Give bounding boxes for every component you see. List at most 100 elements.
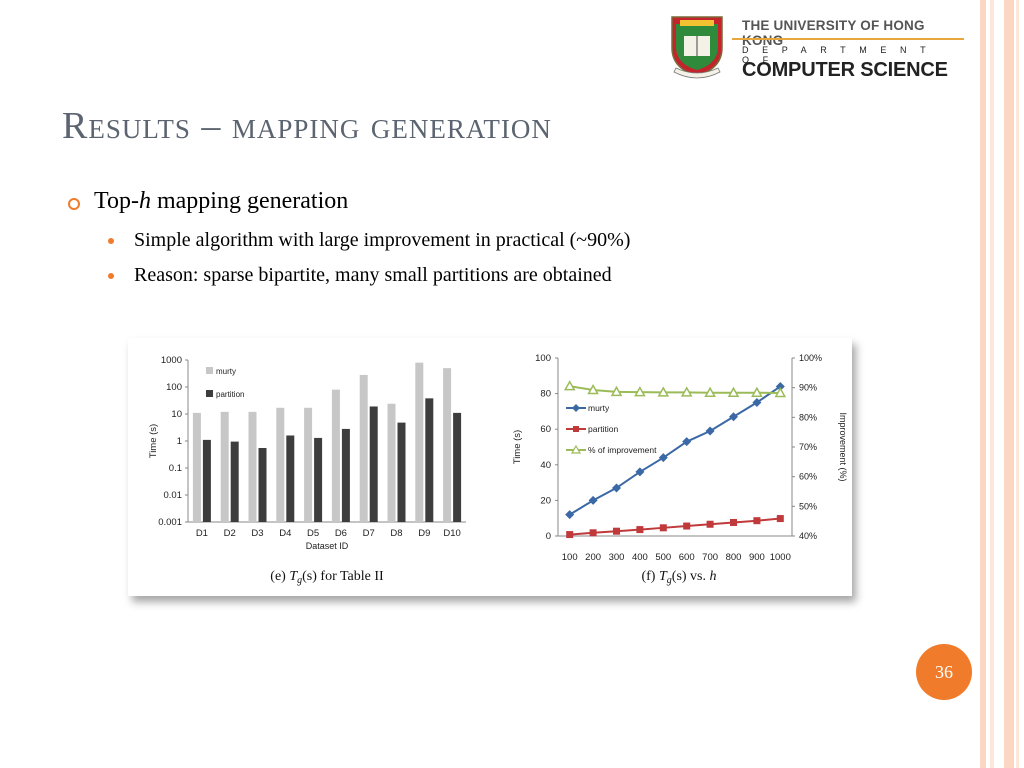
side-stripe-3 (1004, 0, 1014, 768)
chart2-point-murty (682, 437, 692, 447)
chart1-bar-partition (397, 422, 406, 522)
chart2-y-tick-label: 60 (540, 424, 551, 435)
chart1-y-tick-label: 0.1 (169, 463, 182, 474)
chart1-x-tick-label: D6 (335, 528, 347, 539)
chart2-series-line-murty (569, 385, 781, 516)
chart1-x-tick-label: D1 (196, 528, 208, 539)
chart2-point-murty (635, 467, 645, 477)
chart2-point-partition (730, 518, 737, 526)
chart1-bar-murty (443, 368, 452, 522)
chart2-x-tick-label: 900 (749, 552, 765, 563)
chart1-y-tick-label: 1000 (161, 355, 182, 366)
chart1-bar-murty (276, 407, 285, 522)
side-stripe-2 (990, 0, 994, 768)
side-stripe-4 (1016, 0, 1019, 768)
chart1-bar-partition (341, 428, 350, 522)
department-label: DEPARTMENT OF (742, 45, 940, 65)
chart2-x-tick-label: 300 (609, 552, 625, 563)
chart2-x-tick-label: 400 (632, 552, 648, 563)
chart1-x-tick-label: D2 (224, 528, 236, 539)
chart1-bar-partition (425, 398, 434, 522)
department-name: COMPUTER SCIENCE (742, 59, 948, 81)
chart2-point-murty (705, 426, 715, 436)
chart1-bar-murty (387, 403, 396, 522)
chart2-point-improvement (774, 386, 787, 398)
chart1-bar-murty (415, 362, 424, 522)
chart1-legend-swatch (206, 390, 213, 397)
bullet-suffix: mapping generation (150, 188, 349, 214)
chart2-legend-marker (572, 404, 580, 412)
hku-crest-icon (671, 16, 723, 79)
chart2-caption: (f) Tg(s) vs. h (641, 569, 716, 586)
chart1-bar-murty (359, 374, 368, 522)
chart2-point-partition (613, 527, 620, 535)
slide-title: Results – mapping generation (62, 105, 552, 147)
chart1-bar-partition (202, 439, 211, 522)
chart2-y-tick-label: 20 (540, 495, 551, 506)
chart2-x-tick-label: 800 (726, 552, 742, 563)
chart1-y-tick-label: 100 (166, 382, 182, 393)
chart2-legend-marker (573, 426, 579, 432)
sub-bullet-text: Reason: sparse bipartite, many small par… (134, 264, 612, 286)
chart2-point-partition (683, 522, 691, 530)
chart2-point-murty (729, 412, 738, 422)
chart1-x-tick-label: D4 (279, 528, 291, 539)
chart1-x-tick-label: D7 (363, 528, 375, 539)
chart2-point-partition (636, 526, 644, 534)
chart2-y2-tick-label: 50% (799, 501, 817, 511)
chart1-bar-murty (248, 411, 257, 522)
chart1-bar-murty (304, 407, 313, 522)
chart2-point-improvement (610, 385, 623, 397)
university-name: THE UNIVERSITY OF HONG KONG (742, 18, 925, 48)
chart2-y-axis-label: Time (s) (512, 430, 523, 464)
chart2-point-murty (588, 495, 598, 505)
chart1-bar-murty (220, 411, 229, 522)
chart2-y2-tick-label: 80% (799, 412, 817, 422)
chart2-point-improvement (657, 386, 670, 397)
bullet-dot-icon (108, 273, 114, 279)
chart1-legend-label: murty (216, 367, 236, 376)
chart1-bar-partition (453, 412, 462, 522)
chart2-y2-tick-label: 60% (799, 472, 817, 482)
chart2-series-line-improvement (569, 385, 781, 395)
chart1-y-tick-label: 1 (177, 436, 182, 447)
bullet-variable: h (138, 188, 151, 214)
slide-number: 36 (916, 644, 972, 700)
chart2-x-tick-label: 600 (679, 552, 695, 563)
chart2-point-improvement (727, 386, 740, 397)
chart2-point-murty (775, 381, 785, 391)
chart2-point-murty (658, 453, 668, 463)
chart2-y-tick-label: 40 (540, 460, 551, 471)
chart2-x-tick-label: 500 (655, 552, 671, 563)
chart2-point-improvement (680, 386, 693, 397)
bullet-dot-icon (108, 238, 114, 244)
figure-panel: 0.001 0.01 0.1 1 10 100 1000 D1 D2 D3 D4 D5 D6 D7 D8 D9… (128, 338, 852, 596)
chart2-y-tick-label: 100 (535, 353, 551, 364)
logo-rule (732, 38, 964, 40)
chart1-legend-label: partition (216, 390, 244, 399)
chart1-bar-partition (230, 441, 239, 522)
chart2-point-improvement (704, 386, 716, 397)
chart1-x-tick-label: D9 (418, 528, 430, 539)
university-logo: THE UNIVERSITY OF HONG KONG DEPARTMENT O… (668, 14, 968, 81)
chart2-y2-tick-label: 40% (799, 531, 817, 541)
chart2-y-tick-label: 0 (546, 531, 551, 542)
chart2-point-partition (706, 520, 714, 528)
chart2-point-partition (776, 515, 784, 523)
chart2-point-murty (612, 483, 621, 493)
chart2-point-improvement (634, 386, 646, 397)
chart2-legend-label: % of improvement (588, 445, 657, 455)
chart1-x-axis-label: Dataset ID (306, 541, 349, 551)
chart1-y-tick-label: 0.01 (164, 490, 183, 501)
chart1-x-tick-label: D3 (251, 528, 263, 539)
chart2-x-tick-label: 200 (585, 552, 601, 563)
chart2-point-partition (589, 529, 597, 537)
chart2-x-tick-label: 100 (562, 552, 578, 563)
chart2-series-line-partition (569, 517, 781, 536)
chart1-bar-partition (369, 406, 378, 522)
chart1-bar-murty (192, 412, 201, 522)
chart1-x-tick-label: D8 (390, 528, 402, 539)
chart2-point-murty (752, 398, 762, 407)
chart2-point-improvement (751, 386, 763, 397)
